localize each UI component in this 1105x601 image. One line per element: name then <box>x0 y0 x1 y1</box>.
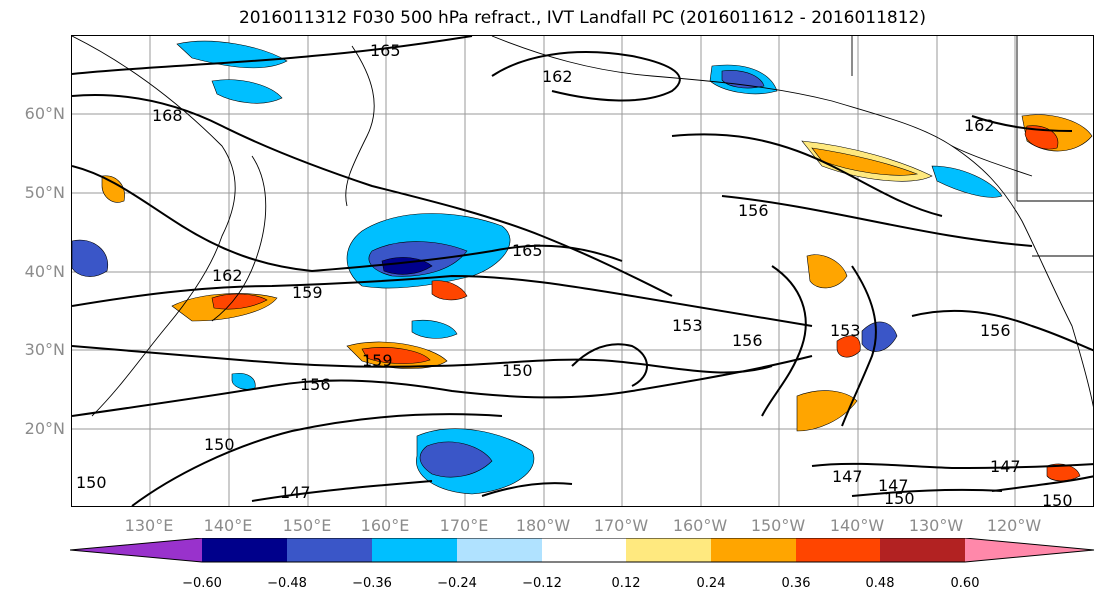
chart-title: 2016011312 F030 500 hPa refract., IVT La… <box>238 8 926 28</box>
lat-label: 60°N <box>24 104 65 123</box>
contour-labels: 165 162 168 162 159 165 156 159 156 150 … <box>76 41 1073 507</box>
colorbar-segment <box>202 538 287 562</box>
contour-label: 147 <box>280 483 311 502</box>
contour-label: 162 <box>212 266 243 285</box>
contour-label: 156 <box>732 331 763 350</box>
lat-label: 20°N <box>24 419 65 438</box>
lon-label: 150°W <box>750 516 806 535</box>
lon-label: 140°W <box>829 516 885 535</box>
contour-label: 150 <box>884 489 915 507</box>
contour-label: 153 <box>672 316 703 335</box>
colorbar-tick-label: 0.12 <box>611 576 641 591</box>
lat-label: 40°N <box>24 262 65 281</box>
lon-label: 150°E <box>282 516 332 535</box>
lon-label: 130°W <box>908 516 964 535</box>
contour-label: 150 <box>204 435 235 454</box>
colorbar-tick-label: −0.36 <box>352 576 392 591</box>
lon-label: 120°W <box>986 516 1042 535</box>
contour-label: 153 <box>830 321 861 340</box>
coastlines <box>72 36 1093 417</box>
colorbar-tick-label: −0.60 <box>182 576 222 591</box>
contour-label: 156 <box>300 375 331 394</box>
map-panel: 165 162 168 162 159 165 156 159 156 150 … <box>71 35 1094 507</box>
colorbar-segment <box>542 538 626 562</box>
contour-label: 150 <box>502 361 533 380</box>
colorbar-segment <box>711 538 796 562</box>
lon-label: 170°W <box>593 516 649 535</box>
colorbar-tick-label: 0.48 <box>865 576 895 591</box>
contour-label: 162 <box>964 116 995 135</box>
lat-label: 50°N <box>24 183 65 202</box>
colorbar-segment <box>70 538 202 562</box>
colorbar-tick-label: 0.36 <box>781 576 811 591</box>
colorbar-segment <box>626 538 711 562</box>
colorbar-segment <box>796 538 880 562</box>
contour-label: 156 <box>980 321 1011 340</box>
contour-label: 165 <box>370 41 401 60</box>
contour-label: 150 <box>1042 491 1073 507</box>
colorbar-outline <box>70 538 1095 563</box>
colorbar-tick-label: 0.60 <box>950 576 980 591</box>
contour-label: 159 <box>292 283 323 302</box>
contour-label: 150 <box>76 473 107 492</box>
contour-label: 165 <box>512 241 543 260</box>
colorbar-tick-label: −0.12 <box>522 576 562 591</box>
colorbar-tick-label: 0.24 <box>696 576 726 591</box>
colorbar-segment <box>880 538 965 562</box>
contour-label: 147 <box>878 476 909 495</box>
colorbar-segment <box>457 538 542 562</box>
lon-label: 160°W <box>672 516 728 535</box>
contour-label: 156 <box>738 201 769 220</box>
colorbar-segment <box>287 538 372 562</box>
contour-label: 147 <box>832 467 863 486</box>
contour-label: 168 <box>152 106 183 125</box>
contour-label: 162 <box>542 67 573 86</box>
contour-label: 159 <box>362 351 393 370</box>
shading-negative <box>72 40 1003 495</box>
lon-label: 180°W <box>515 516 571 535</box>
contours <box>72 36 1093 506</box>
colorbar-segment <box>372 538 457 562</box>
colorbar-segment <box>965 538 1094 562</box>
lat-label: 30°N <box>24 340 65 359</box>
map-svg: 165 162 168 162 159 165 156 159 156 150 … <box>72 36 1093 507</box>
shading-positive <box>101 114 1093 482</box>
lon-label: 130°E <box>124 516 174 535</box>
lon-label: 140°E <box>203 516 253 535</box>
colorbar-tick-label: −0.24 <box>437 576 477 591</box>
contour-label: 147 <box>990 457 1021 476</box>
colorbar <box>70 538 1095 563</box>
colorbar-tick-label: −0.48 <box>267 576 307 591</box>
lon-label: 170°E <box>439 516 489 535</box>
lon-label: 160°E <box>360 516 410 535</box>
